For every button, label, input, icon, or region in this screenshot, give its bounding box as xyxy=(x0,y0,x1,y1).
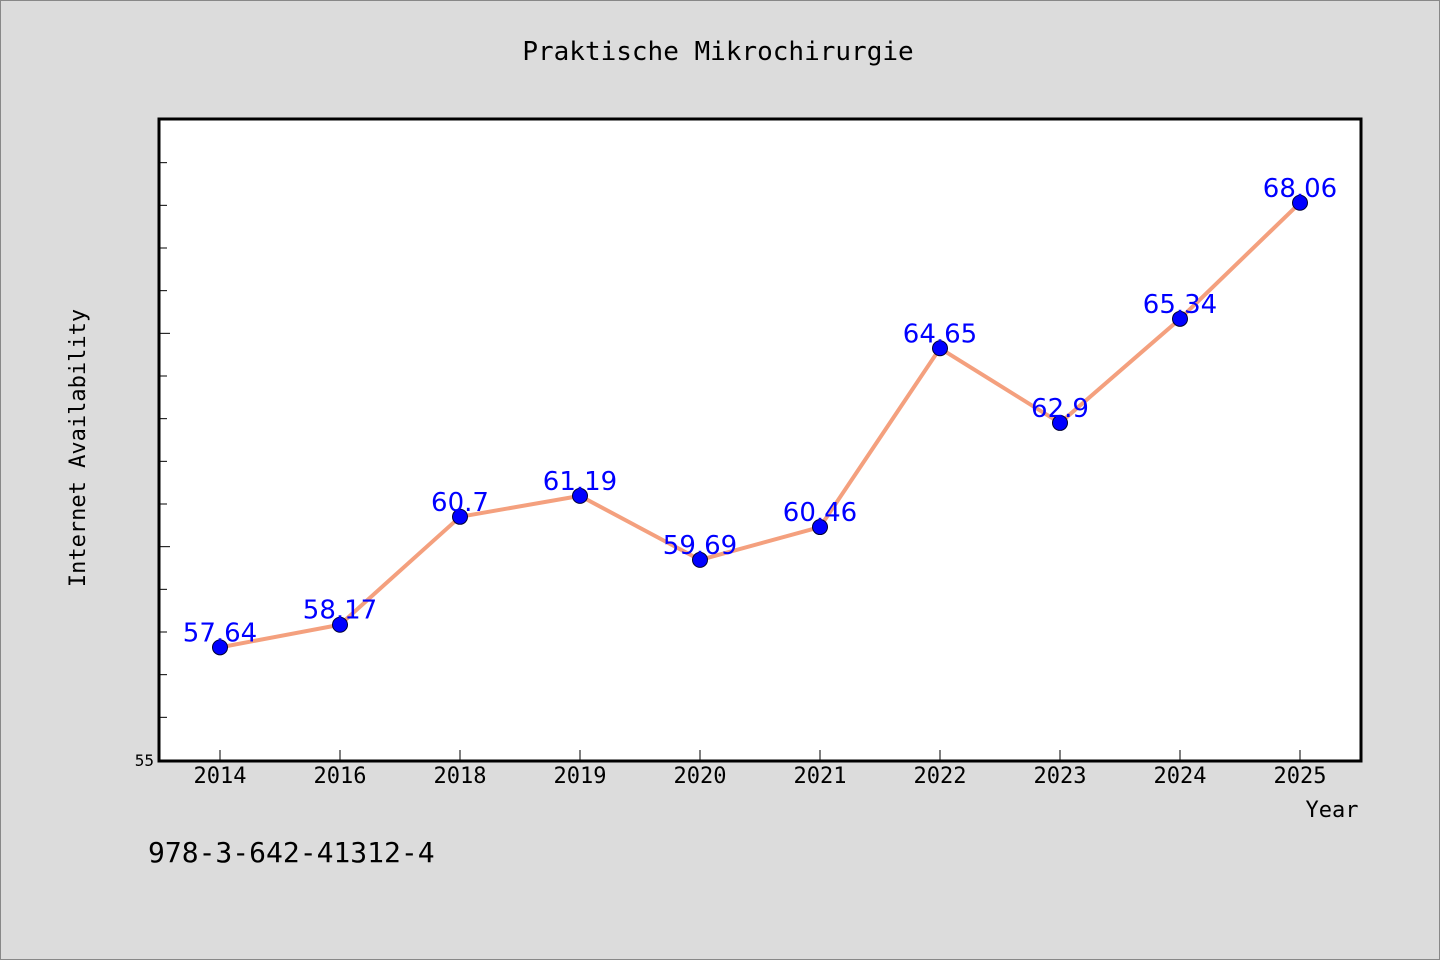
data-label: 57.64 xyxy=(183,618,257,648)
data-label: 65.34 xyxy=(1143,290,1217,320)
data-point xyxy=(1172,310,1188,327)
data-label: 60.7 xyxy=(431,488,489,518)
data-point xyxy=(692,551,708,568)
data-labels: 57.64 58.17 60.7 61.19 59.69 60.46 64.65 62.9 65… xyxy=(183,174,1337,649)
data-label: 62.9 xyxy=(1031,394,1089,424)
data-label: 61.19 xyxy=(543,467,617,497)
data-point xyxy=(1292,194,1308,211)
x-tick-label: 2016 xyxy=(314,764,367,789)
data-point xyxy=(332,616,348,633)
y-axis-label: Internet Availability xyxy=(66,309,91,587)
x-tick-label: 2023 xyxy=(1034,764,1087,789)
data-label: 68.06 xyxy=(1263,174,1337,204)
x-tick-label: 2024 xyxy=(1154,764,1207,789)
x-tick-label: 2025 xyxy=(1274,764,1327,789)
y-axis: 55 xyxy=(135,162,170,770)
isbn-text: 978-3-642-41312-4 xyxy=(148,836,435,869)
x-tick-label: 2021 xyxy=(794,764,847,789)
x-tick-label: 2014 xyxy=(194,764,247,789)
data-point xyxy=(932,340,948,357)
x-axis: 2014 2016 2018 2019 2020 2021 2022 2023 2024 2025 xyxy=(194,750,1327,789)
data-label: 59.69 xyxy=(663,531,737,561)
data-point xyxy=(812,519,828,536)
series-layer xyxy=(212,194,1308,656)
x-tick-label: 2022 xyxy=(914,764,967,789)
x-axis-label: Year xyxy=(1306,798,1359,823)
data-point xyxy=(452,508,468,525)
plot-area xyxy=(157,117,1363,763)
x-tick-label: 2019 xyxy=(554,764,607,789)
data-label: 60.46 xyxy=(783,498,857,528)
data-point xyxy=(572,487,588,504)
chart-title: Praktische Mikrochirurgie xyxy=(522,37,913,67)
data-point xyxy=(1052,414,1068,431)
x-tick-label: 2018 xyxy=(434,764,487,789)
data-label: 64.65 xyxy=(903,319,977,349)
data-label: 58.17 xyxy=(303,596,377,626)
series-line xyxy=(219,201,1302,650)
y-tick-label: 55 xyxy=(135,751,154,770)
data-point xyxy=(212,639,228,656)
x-tick-label: 2020 xyxy=(674,764,727,789)
